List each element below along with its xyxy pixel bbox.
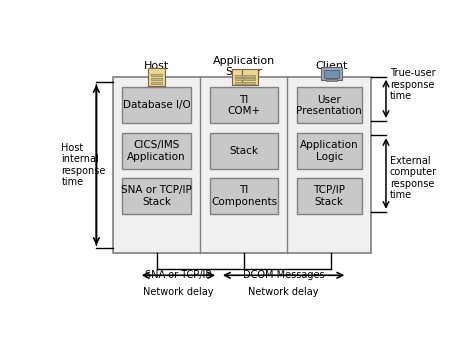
Text: TCP/IP
Stack: TCP/IP Stack [313,185,346,207]
Text: User
Presentation: User Presentation [297,94,362,116]
Text: TI
COM+: TI COM+ [228,94,260,116]
Bar [235,79,245,81]
Bar [326,80,337,81]
Text: Application
Logic: Application Logic [300,140,358,161]
Text: Application
Server: Application Server [213,56,275,77]
Text: DCOM Messages: DCOM Messages [243,271,325,280]
Text: True-user
response
time: True-user response time [390,68,435,101]
Bar [297,178,362,214]
Text: Host: Host [144,61,169,71]
Bar [235,75,245,77]
Text: Client: Client [315,61,347,71]
Bar [245,82,255,84]
FancyBboxPatch shape [232,69,247,86]
Text: External
computer
response
time: External computer response time [390,156,437,201]
Text: CICS/IMS
Application: CICS/IMS Application [128,140,186,161]
Bar [209,87,278,123]
Bar [324,70,339,78]
Bar [151,78,162,80]
Text: Host
internal
response
time: Host internal response time [61,143,106,187]
Bar [151,74,162,76]
Bar [209,178,278,214]
Bar [328,78,334,80]
Bar [245,79,255,81]
Bar [122,132,191,169]
Bar [209,132,278,169]
Text: SNA or TCP/IP
Stack: SNA or TCP/IP Stack [121,185,192,207]
FancyBboxPatch shape [242,69,258,86]
Text: SNA or TCP/IP: SNA or TCP/IP [145,271,212,280]
Bar [122,178,191,214]
Text: Network delay: Network delay [248,287,319,297]
Text: Database I/O: Database I/O [123,100,190,110]
Bar [297,87,362,123]
Text: Network delay: Network delay [143,287,214,297]
Text: Stack: Stack [229,146,258,156]
Bar [113,77,371,253]
FancyBboxPatch shape [148,68,165,86]
Text: TI
Components: TI Components [211,185,277,207]
FancyBboxPatch shape [321,67,342,80]
Bar [245,75,255,77]
Bar [122,87,191,123]
Bar [235,82,245,84]
Bar [151,82,162,84]
Bar [297,132,362,169]
